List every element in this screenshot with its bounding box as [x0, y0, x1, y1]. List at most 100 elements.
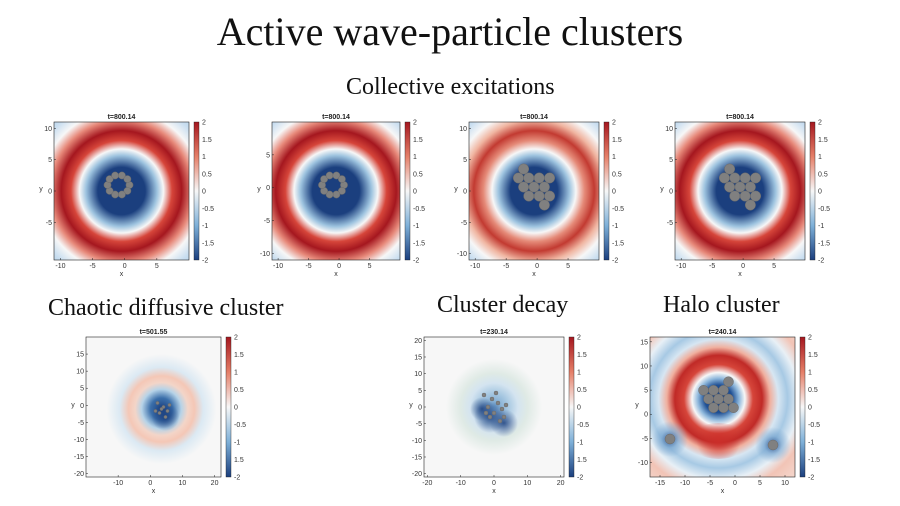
colorbar-tick-label: 0 — [808, 405, 812, 412]
particle — [533, 172, 545, 184]
wave-field — [424, 337, 564, 477]
x-tick-label: -10 — [676, 263, 686, 270]
colorbar-tick-label: -0.5 — [234, 422, 246, 429]
x-axis-label: x — [152, 488, 156, 495]
colorbar — [603, 121, 610, 261]
particle — [153, 409, 158, 413]
colorbar-tick-label: -0.5 — [612, 206, 624, 213]
colorbar-tick-label: 0.5 — [577, 387, 587, 394]
x-tick-label: 10 — [179, 480, 187, 487]
x-tick-label: 0 — [741, 263, 745, 270]
particle — [325, 190, 334, 199]
colorbar-tick-label: -2 — [413, 258, 419, 265]
x-tick-label: -10 — [273, 263, 283, 270]
particle — [111, 171, 119, 180]
x-tick-label: 0 — [123, 263, 127, 270]
colorbar-tick-label: 1 — [808, 370, 812, 377]
particle-cluster — [512, 163, 556, 211]
particle — [485, 404, 491, 410]
colorbar-tick-label: 2 — [612, 120, 616, 127]
x-axis-label: x — [334, 271, 338, 278]
x-tick-label: 5 — [758, 480, 762, 487]
section-cluster-decay: Cluster decay — [437, 292, 569, 318]
x-tick-label: -5 — [89, 263, 95, 270]
plot-collective-1: t=800.14 -10 -5 0 5 10 5 0 -5 x y 2 1.5 1 0.5 0 -0.5 -1 -1… — [36, 112, 216, 278]
particle — [703, 393, 714, 405]
colorbar-tick-label: 1.5 — [577, 457, 587, 464]
particle — [744, 181, 756, 193]
y-tick-label: -5 — [642, 436, 648, 443]
y-tick-label: -15 — [412, 455, 422, 462]
y-tick-label: -10 — [638, 460, 648, 467]
colorbar-tick-label: 1 — [413, 154, 417, 161]
wave-field-plot: t=240.14-15 -10 -5 0 5 10151050-5-10xy21.510.… — [635, 329, 820, 495]
y-tick-label: 10 — [76, 369, 84, 376]
particle — [723, 393, 734, 405]
x-tick-label: 5 — [772, 263, 776, 270]
colorbar-tick-label: 1.5 — [808, 352, 818, 359]
colorbar-tick-label: -1.5 — [413, 240, 425, 247]
colorbar-tick-label: 0 — [612, 189, 616, 196]
y-tick-label: 5 — [80, 386, 84, 393]
colorbar-tick-label: -0.5 — [413, 206, 425, 213]
particle — [489, 396, 495, 402]
wave-field-plot: t=501.55-10 0 10 20151050-5-10-15-20xy21.51… — [71, 329, 246, 495]
particle — [111, 190, 119, 199]
particle — [332, 171, 341, 180]
particle — [724, 181, 736, 193]
x-tick-label: 0 — [337, 263, 341, 270]
particle — [332, 190, 341, 199]
particle — [767, 439, 779, 451]
y-tick-label: -10 — [260, 251, 270, 258]
wave-field-plot: t=800.14 -10 -5 0 5 5 0 -5 -10 x y 2 1.5 1 0.5 0 -0.5 -1 -… — [257, 114, 425, 278]
x-tick-label: 0 — [492, 480, 496, 487]
particle — [718, 402, 729, 413]
x-tick-label: 10 — [781, 480, 789, 487]
particle — [118, 190, 126, 199]
colorbar-tick-label: 0.5 — [818, 171, 828, 178]
section-chaotic-diffusive-cluster: Chaotic diffusive cluster — [48, 295, 284, 321]
y-tick-label: -5 — [46, 220, 52, 227]
x-axis-label: x — [738, 271, 742, 278]
y-tick-label: 0 — [418, 405, 422, 412]
colorbar-tick-label: -1.5 — [612, 240, 624, 247]
particle — [518, 163, 530, 175]
colorbar — [568, 336, 575, 478]
x-tick-label: 0 — [148, 480, 152, 487]
particle — [338, 175, 346, 183]
particle — [713, 393, 724, 405]
y-tick-label: 0 — [48, 189, 52, 196]
particle — [320, 175, 328, 183]
colorbar-tick-label: 0.5 — [808, 387, 818, 394]
x-tick-label: -10 — [113, 480, 123, 487]
colorbar-tick-label: -2 — [202, 258, 208, 265]
particle — [512, 172, 524, 184]
colorbar — [799, 336, 806, 478]
colorbar-tick-label: -2 — [612, 258, 618, 265]
colorbar-tick-label: 1 — [577, 370, 581, 377]
plot-collective-4: t=800.14 -10 -5 0 5 10 5 0 -5 x y 2 1.5 1 0.5 0 -0.5 -1 -1… — [651, 112, 836, 278]
x-axis-label: x — [492, 488, 496, 495]
y-tick-label: 0 — [266, 185, 270, 192]
colorbar — [809, 121, 816, 261]
x-tick-label: -10 — [470, 263, 480, 270]
section-halo-cluster: Halo cluster — [663, 292, 780, 318]
colorbar-tick-label: -1 — [818, 223, 824, 230]
colorbar-tick-label: 2 — [202, 120, 206, 127]
particle — [729, 172, 741, 184]
colorbar — [193, 121, 200, 261]
particle — [533, 190, 545, 202]
particle — [155, 401, 160, 405]
x-tick-label: -10 — [456, 480, 466, 487]
y-axis-label: y — [257, 186, 261, 193]
plot-cluster-decay: t=230.14 -20 -10 0 10 20 20 15 10 5 0 -5 -10 -15 -20 x y… — [402, 327, 592, 499]
plot-title: t=800.14 — [108, 114, 136, 121]
x-axis-label: x — [532, 271, 536, 278]
particle — [744, 199, 756, 211]
colorbar-tick-label: 2 — [413, 120, 417, 127]
particle — [163, 415, 168, 419]
colorbar-tick-label: 2 — [234, 335, 238, 342]
wave-field — [86, 337, 221, 477]
y-tick-label: -10 — [412, 438, 422, 445]
particle — [739, 172, 751, 184]
